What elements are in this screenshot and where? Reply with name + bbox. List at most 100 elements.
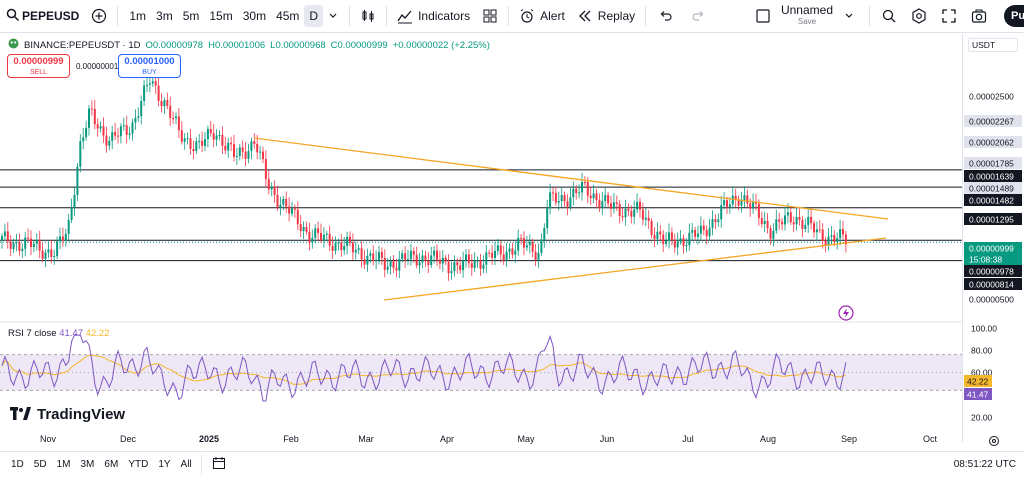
redo-button[interactable] <box>682 0 714 33</box>
candle-body <box>575 188 578 193</box>
sell-price: 0.00000999 <box>13 56 64 67</box>
tradingview-logo[interactable]: TradingView <box>10 406 125 423</box>
sell-button[interactable]: 0.00000999 SELL <box>7 54 70 78</box>
timeframe-45m[interactable]: 45m <box>276 9 300 23</box>
price-axis-label: 0.00000814 <box>969 280 1014 290</box>
timeframe-5m[interactable]: 5m <box>182 9 200 23</box>
price-axis-label: 0.00000500 <box>969 295 1014 305</box>
candle-body <box>467 254 470 264</box>
timeframe-3m[interactable]: 3m <box>156 9 173 23</box>
price-chart[interactable] <box>0 34 962 432</box>
currency-select[interactable]: USDT <box>968 38 1018 52</box>
price-axis[interactable]: 0.00002500 0.00002267 0.00002062 0.00001785… <box>962 34 1024 442</box>
timeframe-15m[interactable]: 15m <box>209 9 233 23</box>
candle-body <box>821 229 824 241</box>
candle-body <box>540 239 543 253</box>
timeframe-1m[interactable]: 1m <box>129 9 147 23</box>
indicators-label: Indicators <box>418 9 471 23</box>
range-3m[interactable]: 3M <box>80 459 95 470</box>
candle-body <box>833 235 836 243</box>
candle-body <box>755 202 757 204</box>
candle-body <box>27 237 30 239</box>
candle-body <box>456 262 459 266</box>
layout-save-button[interactable]: Unnamed Save <box>749 0 865 33</box>
candle-body <box>737 199 740 206</box>
snapshot-button[interactable] <box>964 0 994 33</box>
candle-body <box>314 228 317 238</box>
publish-button[interactable]: Pu <box>1004 5 1024 27</box>
undo-button[interactable] <box>650 0 682 33</box>
chevron-down-icon[interactable] <box>843 8 859 24</box>
add-circle-icon <box>91 8 107 24</box>
time-axis-label: Dec <box>119 434 137 444</box>
price-axis-label: 0.00000978 <box>969 267 1014 277</box>
price-label-box <box>964 242 1022 254</box>
time-axis[interactable]: Nov Dec 2025 Feb Mar Apr May Jun Jul Aug Sep Oct <box>0 432 962 448</box>
fullscreen-button[interactable] <box>934 0 964 33</box>
candle-body <box>401 253 404 260</box>
replay-button[interactable]: Replay <box>571 0 641 33</box>
candle-body <box>125 125 128 135</box>
range-ytd[interactable]: YTD <box>128 459 149 470</box>
candle-body <box>148 83 151 85</box>
divider <box>349 6 351 26</box>
range-1m[interactable]: 1M <box>56 459 71 470</box>
range-1d[interactable]: 1D <box>11 459 24 470</box>
candle-body <box>340 242 343 251</box>
candle-body <box>256 143 259 153</box>
candle-body <box>525 245 528 248</box>
indicators-button[interactable]: Indicators <box>391 0 476 33</box>
range-all[interactable]: All <box>180 459 192 470</box>
candle-body <box>792 222 795 225</box>
price-label-box <box>964 265 1022 277</box>
settings-button[interactable] <box>904 0 934 33</box>
candle-body <box>482 264 485 269</box>
layout-name: Unnamed Save <box>781 4 833 27</box>
candle-body <box>172 118 175 120</box>
candle-body <box>41 250 44 259</box>
symbol-search[interactable]: PEPEUSD <box>0 0 85 33</box>
date-range-icon[interactable] <box>212 456 226 473</box>
range-1y[interactable]: 1Y <box>158 459 171 470</box>
templates-button[interactable] <box>476 0 504 33</box>
candle-body <box>621 216 624 218</box>
candle-body <box>349 236 351 243</box>
divider <box>869 6 870 26</box>
candle-body <box>180 130 183 142</box>
candle-body <box>644 217 647 220</box>
timeframe-30m[interactable]: 30m <box>242 9 267 23</box>
buy-button[interactable]: 0.00001000 BUY <box>118 54 181 78</box>
candle-body <box>807 216 810 226</box>
time-axis-label: Aug <box>759 434 777 444</box>
candle-body <box>589 195 592 199</box>
candle-body <box>169 105 172 119</box>
search-icon <box>6 8 22 24</box>
candle-body <box>633 209 636 217</box>
time-axis-label: Apr <box>439 434 455 444</box>
candle-body <box>409 250 412 260</box>
candle-body <box>630 210 633 217</box>
candle-body <box>102 126 105 136</box>
candle-body <box>746 195 749 204</box>
candle-body <box>552 192 554 194</box>
candle-body <box>488 252 491 254</box>
compare-button[interactable] <box>85 0 113 33</box>
rsi-legend: RSI 7 close 41.47 42.22 <box>8 328 109 339</box>
candle-body <box>688 232 691 246</box>
timeframe-d[interactable]: D <box>304 5 324 27</box>
quick-search-button[interactable] <box>874 0 904 33</box>
price-axis-label: 0.00001489 <box>969 184 1014 194</box>
legend-high: H0.00001006 <box>208 39 266 51</box>
axis-settings-icon[interactable] <box>988 434 1000 452</box>
rsi-axis-label: 100.00 <box>971 324 997 334</box>
candle-body <box>485 252 488 265</box>
range-6m[interactable]: 6M <box>104 459 119 470</box>
candle-body <box>253 141 256 144</box>
chart-type-button[interactable] <box>354 0 382 33</box>
candle-body <box>424 255 427 261</box>
utc-clock[interactable]: 08:51:22 UTC <box>953 459 1016 470</box>
candle-body <box>334 243 337 251</box>
alert-button[interactable]: Alert <box>513 0 571 33</box>
range-5d[interactable]: 5D <box>33 459 47 470</box>
chevron-down-icon[interactable] <box>327 8 343 24</box>
